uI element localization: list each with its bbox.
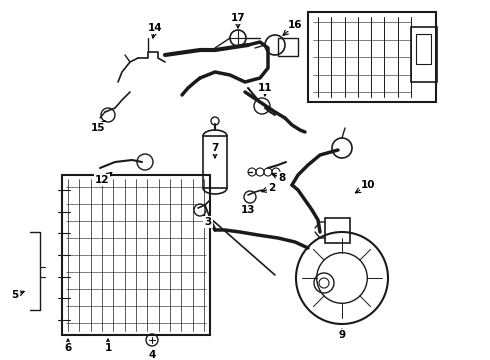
Bar: [308, 12, 436, 102]
Bar: [62, 175, 210, 335]
Text: 11: 11: [258, 83, 272, 93]
Bar: [325, 218, 350, 243]
Bar: [411, 27, 437, 82]
Bar: [203, 136, 227, 188]
Text: 7: 7: [211, 143, 219, 153]
Text: 9: 9: [339, 330, 345, 340]
Text: 6: 6: [64, 343, 72, 353]
Text: 4: 4: [148, 350, 156, 360]
Text: 17: 17: [231, 13, 245, 23]
Text: 8: 8: [278, 173, 286, 183]
Text: 13: 13: [241, 205, 255, 215]
Text: 14: 14: [147, 23, 162, 33]
Text: 1: 1: [104, 343, 112, 353]
Text: 3: 3: [204, 217, 212, 227]
Text: 5: 5: [11, 290, 19, 300]
Text: 16: 16: [288, 20, 302, 30]
Text: 2: 2: [269, 183, 275, 193]
Bar: [416, 34, 431, 64]
Text: 15: 15: [91, 123, 105, 133]
Text: 10: 10: [361, 180, 375, 190]
Bar: [278, 38, 298, 56]
Text: 12: 12: [95, 175, 109, 185]
